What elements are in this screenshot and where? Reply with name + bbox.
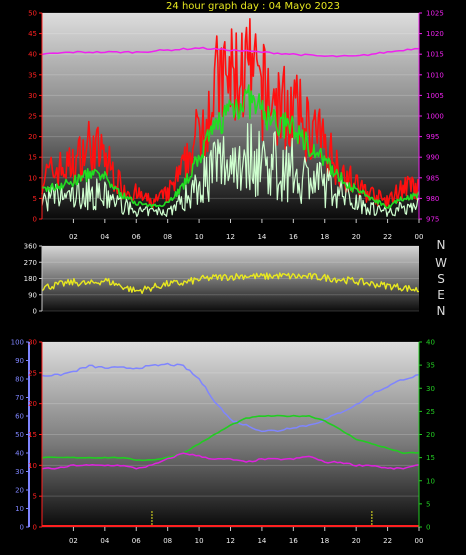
temp-x-tick-label: 20 [352,537,361,545]
dewpoint-y-tick-label: 25 [426,408,435,416]
pressure-y-tick-label: 1025 [426,10,444,18]
wind-y-tick-label: 45 [28,30,37,38]
pressure-line [41,46,420,58]
temperature-y-tick-label: 15 [28,431,37,439]
temp-x-tick-label: 22 [383,537,392,545]
wind-x-tick-label: 04 [100,233,109,241]
pressure-y-tick-label: 1010 [426,71,444,79]
wind-y-tick-label: 35 [28,71,37,79]
wind-y-tick-label: 10 [28,174,37,182]
temp-x-tick-label: 00 [415,537,424,545]
compass-n-bottom: N [436,304,446,318]
humidity-y-tick-label: 10 [15,505,24,513]
wind-x-tick-label: 12 [226,233,235,241]
direction-plot-area [42,246,419,311]
dewpoint-line [41,414,420,462]
direction-line [41,272,420,295]
dewpoint-y-tick-label: 40 [426,339,435,347]
temperature-humidity-panel: 0102030405060708090100051015202530051015… [11,339,435,546]
wind-x-tick-label: 16 [289,233,298,241]
wind-x-tick-label: 02 [69,233,78,241]
temperature-y-tick-label: 0 [33,524,37,532]
wind-y-tick-label: 5 [33,195,37,203]
dewpoint-y-tick-label: 0 [426,524,430,532]
temp-x-tick-label: 10 [195,537,204,545]
humidity-y-tick-label: 60 [15,413,24,421]
temp-x-tick-label: 04 [100,537,109,545]
wind-average-line [41,84,420,209]
temp-x-tick-label: 06 [132,537,141,545]
temp-x-tick-label: 08 [163,537,172,545]
direction-y-tick-label: 0 [33,308,37,316]
wind-gust-line [41,17,420,210]
dewpoint-y-tick-label: 30 [426,385,435,393]
temperature-y-tick-label: 25 [28,369,37,377]
wind-y-tick-label: 20 [28,133,37,141]
pressure-y-tick-label: 995 [426,133,439,141]
humidity-line [41,362,420,433]
temp-x-tick-label: 02 [69,537,78,545]
dewpoint-y-tick-label: 5 [426,500,430,508]
wind-y-tick-label: 25 [28,113,37,121]
pressure-y-tick-label: 1015 [426,51,444,59]
temp-x-tick-label: 12 [226,537,235,545]
dewpoint-y-tick-label: 15 [426,454,435,462]
compass-n-top: N [436,238,446,252]
direction-y-tick-label: 90 [28,291,37,299]
wind-x-tick-label: 22 [383,233,392,241]
direction-y-tick-label: 360 [24,243,37,251]
wind-direction-panel: 0 90 180 270 360 [24,243,420,316]
wind-pressure-panel: 0510152025303540455097598098599099510001… [28,10,444,242]
dewpoint-y-tick-label: 35 [426,362,435,370]
pressure-y-tick-label: 985 [426,174,439,182]
direction-y-tick-label: 180 [24,275,37,283]
temp-x-tick-label: 14 [257,537,266,545]
humidity-y-tick-label: 100 [11,339,24,347]
pressure-y-tick-label: 1000 [426,113,444,121]
direction-y-tick-label: 270 [24,259,37,267]
wind-y-tick-label: 50 [28,10,37,18]
pressure-y-tick-label: 975 [426,216,439,224]
pressure-y-tick-label: 980 [426,195,439,203]
wind-x-tick-label: 18 [320,233,329,241]
wind-x-tick-label: 20 [352,233,361,241]
humidity-y-tick-label: 50 [15,431,24,439]
temperature-line [41,452,420,470]
temperature-y-tick-label: 30 [28,339,37,347]
humidity-y-tick-label: 20 [15,487,24,495]
wind-y-tick-label: 0 [33,216,37,224]
wind-speed-line [41,122,420,218]
chart-title: 24 hour graph day : 04 Mayo 2023 [166,1,340,12]
temp-x-tick-label: 16 [289,537,298,545]
humidity-y-tick-label: 70 [15,394,24,402]
compass-s: S [437,272,445,286]
dewpoint-y-tick-label: 20 [426,431,435,439]
temp-x-tick-label: 18 [320,537,329,545]
temp-plot-area [42,342,419,527]
wind-y-tick-label: 30 [28,92,37,100]
temperature-y-tick-label: 5 [33,493,37,501]
wind-x-tick-label: 10 [195,233,204,241]
wind-y-tick-label: 15 [28,154,37,162]
humidity-y-tick-label: 40 [15,450,24,458]
wind-x-tick-label: 00 [415,233,424,241]
humidity-y-tick-label: 30 [15,468,24,476]
compass-e: E [437,288,445,302]
compass-w: W [435,256,447,270]
pressure-y-tick-label: 1020 [426,30,444,38]
humidity-y-tick-label: 0 [20,524,24,532]
wind-x-tick-label: 06 [132,233,141,241]
pressure-y-tick-label: 1005 [426,92,444,100]
humidity-y-tick-label: 80 [15,376,24,384]
humidity-y-tick-label: 90 [15,357,24,365]
wind-x-tick-label: 08 [163,233,172,241]
pressure-y-tick-label: 990 [426,154,439,162]
wind-x-tick-label: 14 [257,233,266,241]
dewpoint-y-tick-label: 10 [426,477,435,485]
temperature-y-tick-label: 10 [28,462,37,470]
temperature-y-tick-label: 20 [28,400,37,408]
wind-y-tick-label: 40 [28,51,37,59]
